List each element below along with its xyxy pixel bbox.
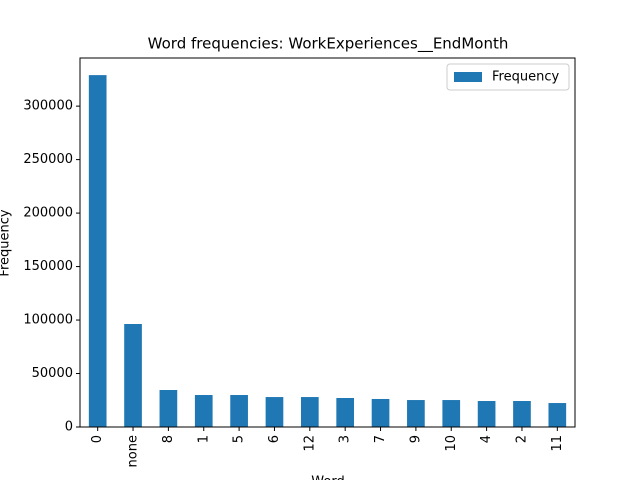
bar	[265, 397, 284, 427]
bar	[88, 75, 107, 428]
y-tick-label: 0	[65, 420, 73, 435]
bar	[548, 403, 567, 427]
x-tick-label: 11	[550, 435, 565, 452]
x-tick-label: 12	[302, 435, 317, 452]
y-tick-label: 200000	[23, 206, 73, 221]
legend-swatch	[454, 72, 482, 82]
bar	[300, 397, 319, 427]
bar	[159, 389, 178, 427]
y-tick-label: 50000	[32, 366, 73, 381]
bar	[407, 400, 425, 427]
y-tick-label: 250000	[23, 152, 73, 167]
x-tick-label: 3	[338, 435, 353, 443]
bar	[230, 395, 248, 427]
x-tick-label: 9	[408, 435, 423, 443]
x-tick-label: 10	[444, 435, 459, 452]
y-tick-label: 300000	[23, 99, 73, 114]
x-tick-label: 8	[161, 435, 176, 443]
x-tick-label: 7	[373, 435, 388, 443]
x-tick-label: 2	[514, 435, 529, 443]
x-tick-label: 0	[90, 435, 105, 443]
x-tick-label: none	[126, 435, 141, 467]
bar	[124, 324, 142, 427]
y-axis-label: Frequency	[0, 209, 13, 276]
bar	[336, 398, 355, 427]
bar	[371, 398, 390, 427]
x-tick-label: 6	[267, 435, 282, 443]
x-tick-label: 1	[196, 435, 211, 443]
x-tick-label: 5	[232, 435, 247, 443]
x-tick-label: 4	[479, 435, 494, 443]
y-tick-label: 100000	[23, 313, 73, 328]
bar	[194, 395, 213, 427]
x-axis-label: Word	[311, 475, 344, 480]
bar	[442, 400, 461, 427]
bar	[513, 401, 531, 427]
y-tick-label: 150000	[23, 259, 73, 274]
chart-title: Word frequencies: WorkExperiences__EndMo…	[148, 35, 509, 54]
bar	[477, 401, 496, 427]
legend-box	[446, 63, 570, 91]
plot-frame	[79, 57, 576, 428]
legend-label: Frequency	[492, 70, 559, 85]
